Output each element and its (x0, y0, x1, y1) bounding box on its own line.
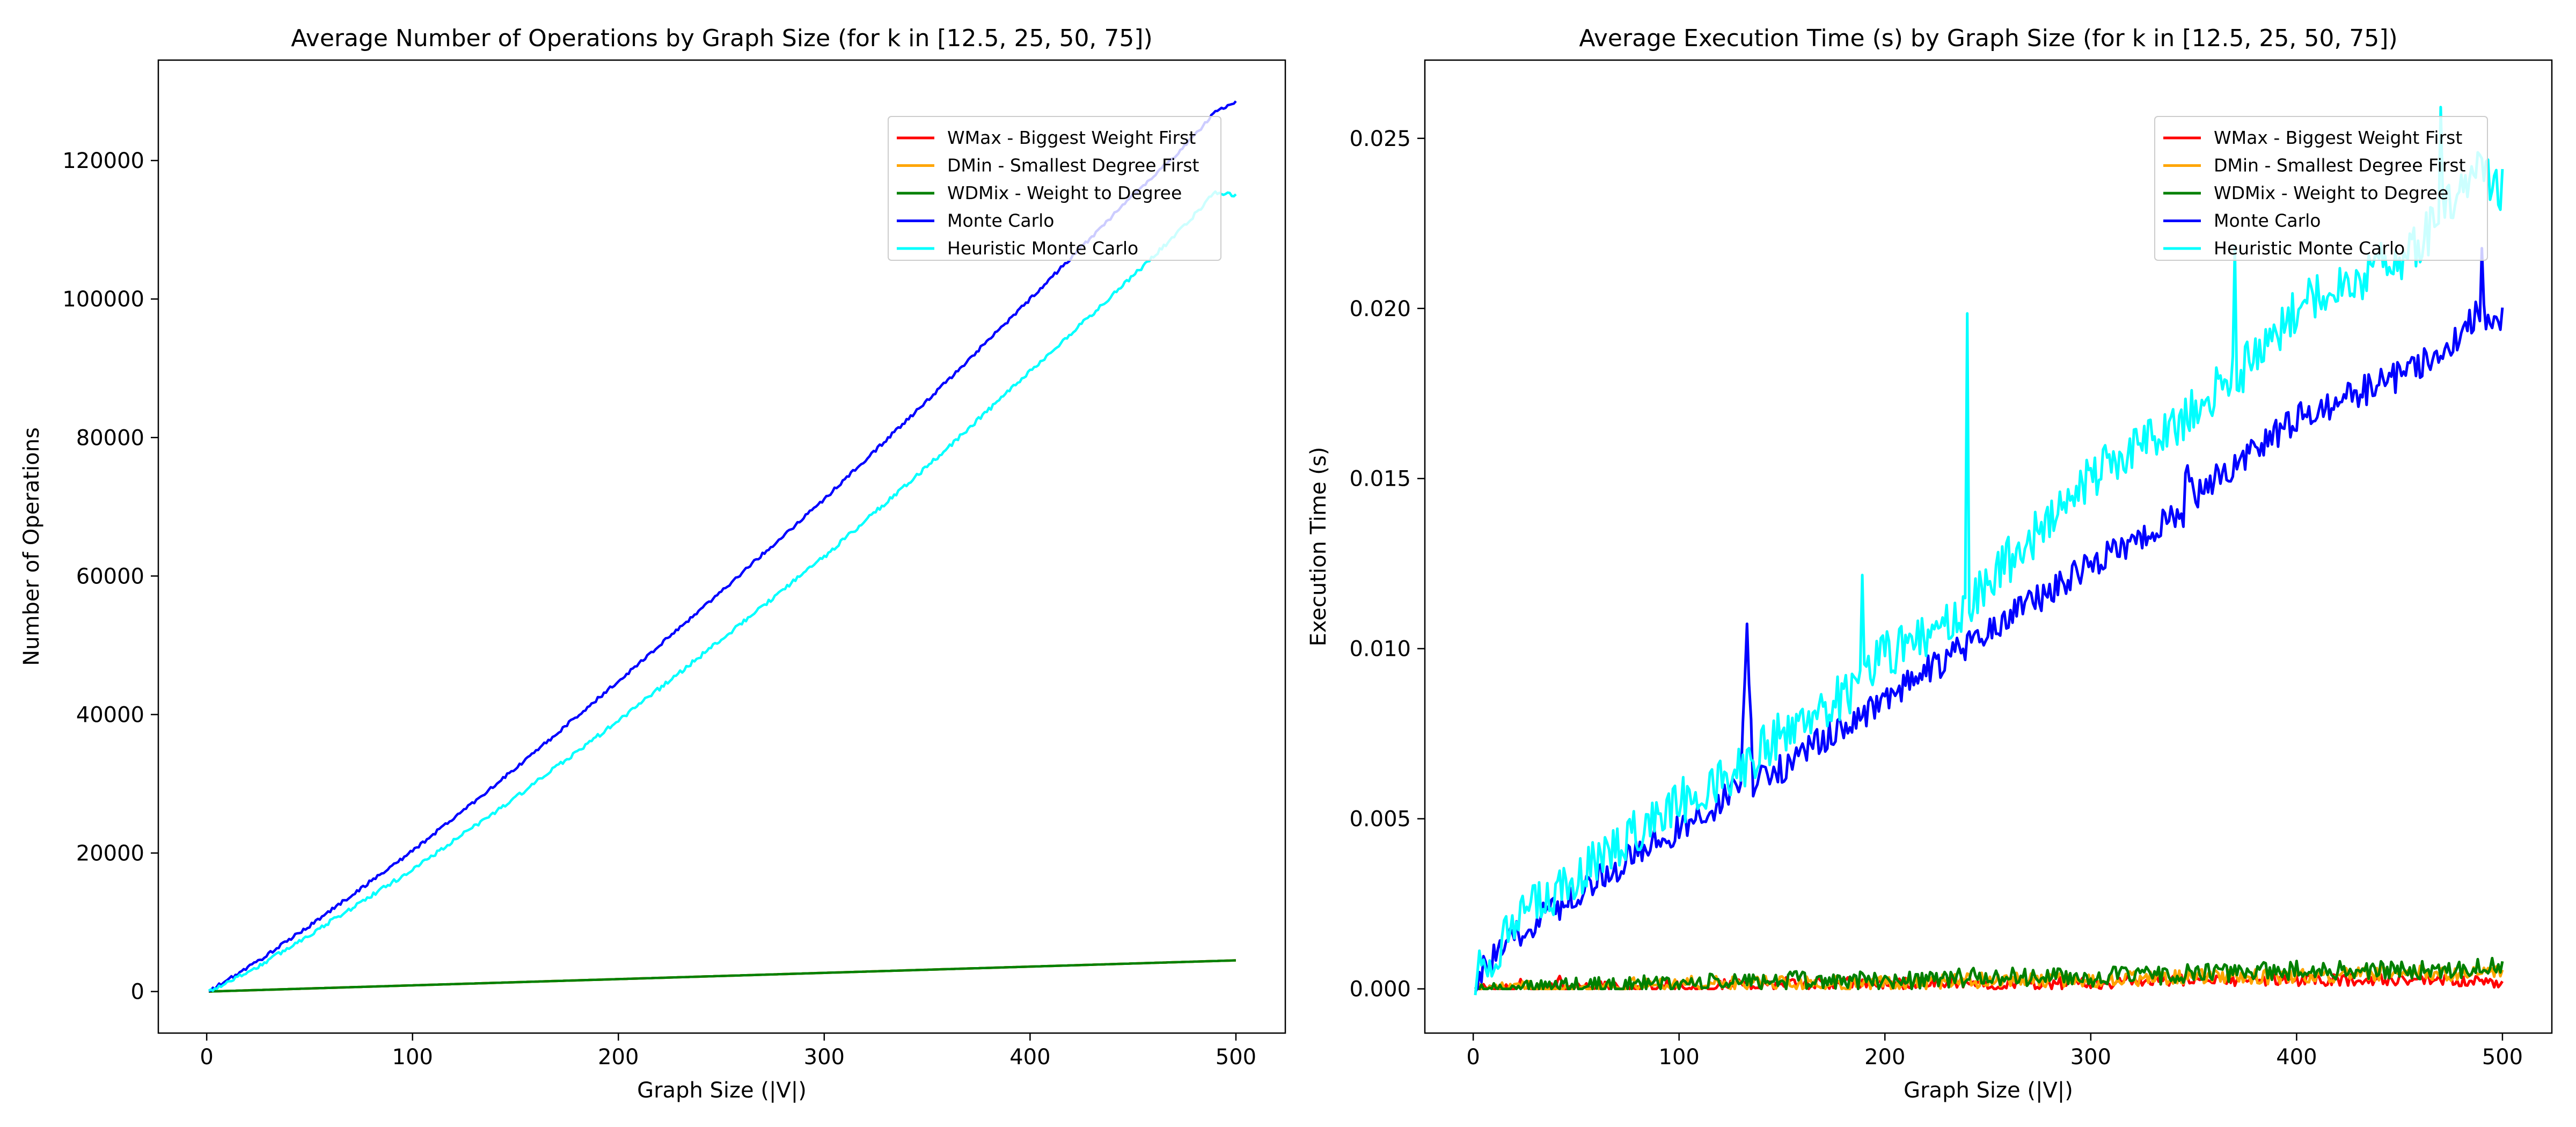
legend-box (888, 116, 1221, 261)
y-tick-label: 0.005 (1349, 807, 1411, 832)
x-tick-label: 500 (1216, 1045, 1256, 1070)
y-tick-label: 0.010 (1349, 637, 1411, 662)
legend-label: Heuristic Monte Carlo (2214, 238, 2405, 259)
series-line (1474, 956, 2504, 991)
series-lines (208, 100, 1237, 993)
legend: WMax - Biggest Weight First DMin - Smalle… (888, 116, 1221, 261)
y-tick-label: 0.015 (1349, 467, 1411, 492)
chart-title: Average Execution Time (s) by Graph Size… (1579, 25, 2397, 52)
x-tick-label: 400 (2276, 1045, 2317, 1070)
x-tick-label: 200 (598, 1045, 639, 1070)
legend-label: DMin - Smallest Degree First (2214, 155, 2466, 176)
series-line (208, 190, 1237, 992)
axes-frame (157, 59, 1286, 1034)
x-tick-label: 100 (392, 1045, 433, 1070)
legend-label: Heuristic Monte Carlo (947, 238, 1138, 259)
execution-time-chart: Average Execution Time (s) by Graph Size… (1306, 25, 2553, 1103)
y-tick-label: 80000 (76, 426, 144, 450)
y-tick-label: 0.025 (1349, 127, 1411, 151)
y-tick-label: 100000 (62, 287, 144, 312)
operations-chart: Average Number of Operations by Graph Si… (19, 25, 1286, 1103)
y-tick-label: 40000 (76, 702, 144, 727)
y-tick-label: 60000 (76, 564, 144, 589)
legend: WMax - Biggest Weight First DMin - Smalle… (2154, 116, 2488, 261)
chart-title: Average Number of Operations by Graph Si… (291, 25, 1152, 52)
x-tick-label: 200 (1864, 1045, 1905, 1070)
series-line (208, 100, 1237, 992)
y-tick-label: 20000 (76, 841, 144, 866)
legend-label: WMax - Biggest Weight First (2214, 127, 2462, 148)
y-tick-label: 0 (131, 980, 144, 1005)
y-tick-label: 0.000 (1349, 977, 1411, 1002)
x-tick-label: 0 (200, 1045, 213, 1070)
legend-label: DMin - Smallest Degree First (947, 155, 1199, 176)
y-axis-label: Execution Time (s) (1306, 447, 1331, 647)
series-lines (1474, 106, 2504, 996)
x-tick-label: 400 (1009, 1045, 1050, 1070)
y-tick-label: 120000 (62, 149, 144, 173)
y-tick-label: 0.020 (1349, 297, 1411, 321)
x-tick-label: 0 (1466, 1045, 1480, 1070)
x-tick-label: 500 (2482, 1045, 2523, 1070)
series-line (1474, 247, 2504, 993)
legend-label: Monte Carlo (947, 210, 1055, 231)
legend-label: WDMix - Weight to Degree (947, 182, 1182, 203)
x-tick-label: 300 (2070, 1045, 2111, 1070)
series-line (208, 959, 1236, 993)
legend-label: Monte Carlo (2214, 210, 2321, 231)
x-axis-label: Graph Size (|V|) (637, 1078, 807, 1103)
y-axis-label: Number of Operations (19, 427, 44, 666)
legend-box (2154, 116, 2488, 261)
axes-frame (1424, 59, 2553, 1034)
legend-label: WDMix - Weight to Degree (2214, 182, 2448, 203)
series-line (1474, 106, 2504, 996)
x-tick-label: 300 (804, 1045, 845, 1070)
x-axis-label: Graph Size (|V|) (1904, 1078, 2073, 1103)
legend-label: WMax - Biggest Weight First (947, 127, 1196, 148)
x-tick-label: 100 (1659, 1045, 1700, 1070)
